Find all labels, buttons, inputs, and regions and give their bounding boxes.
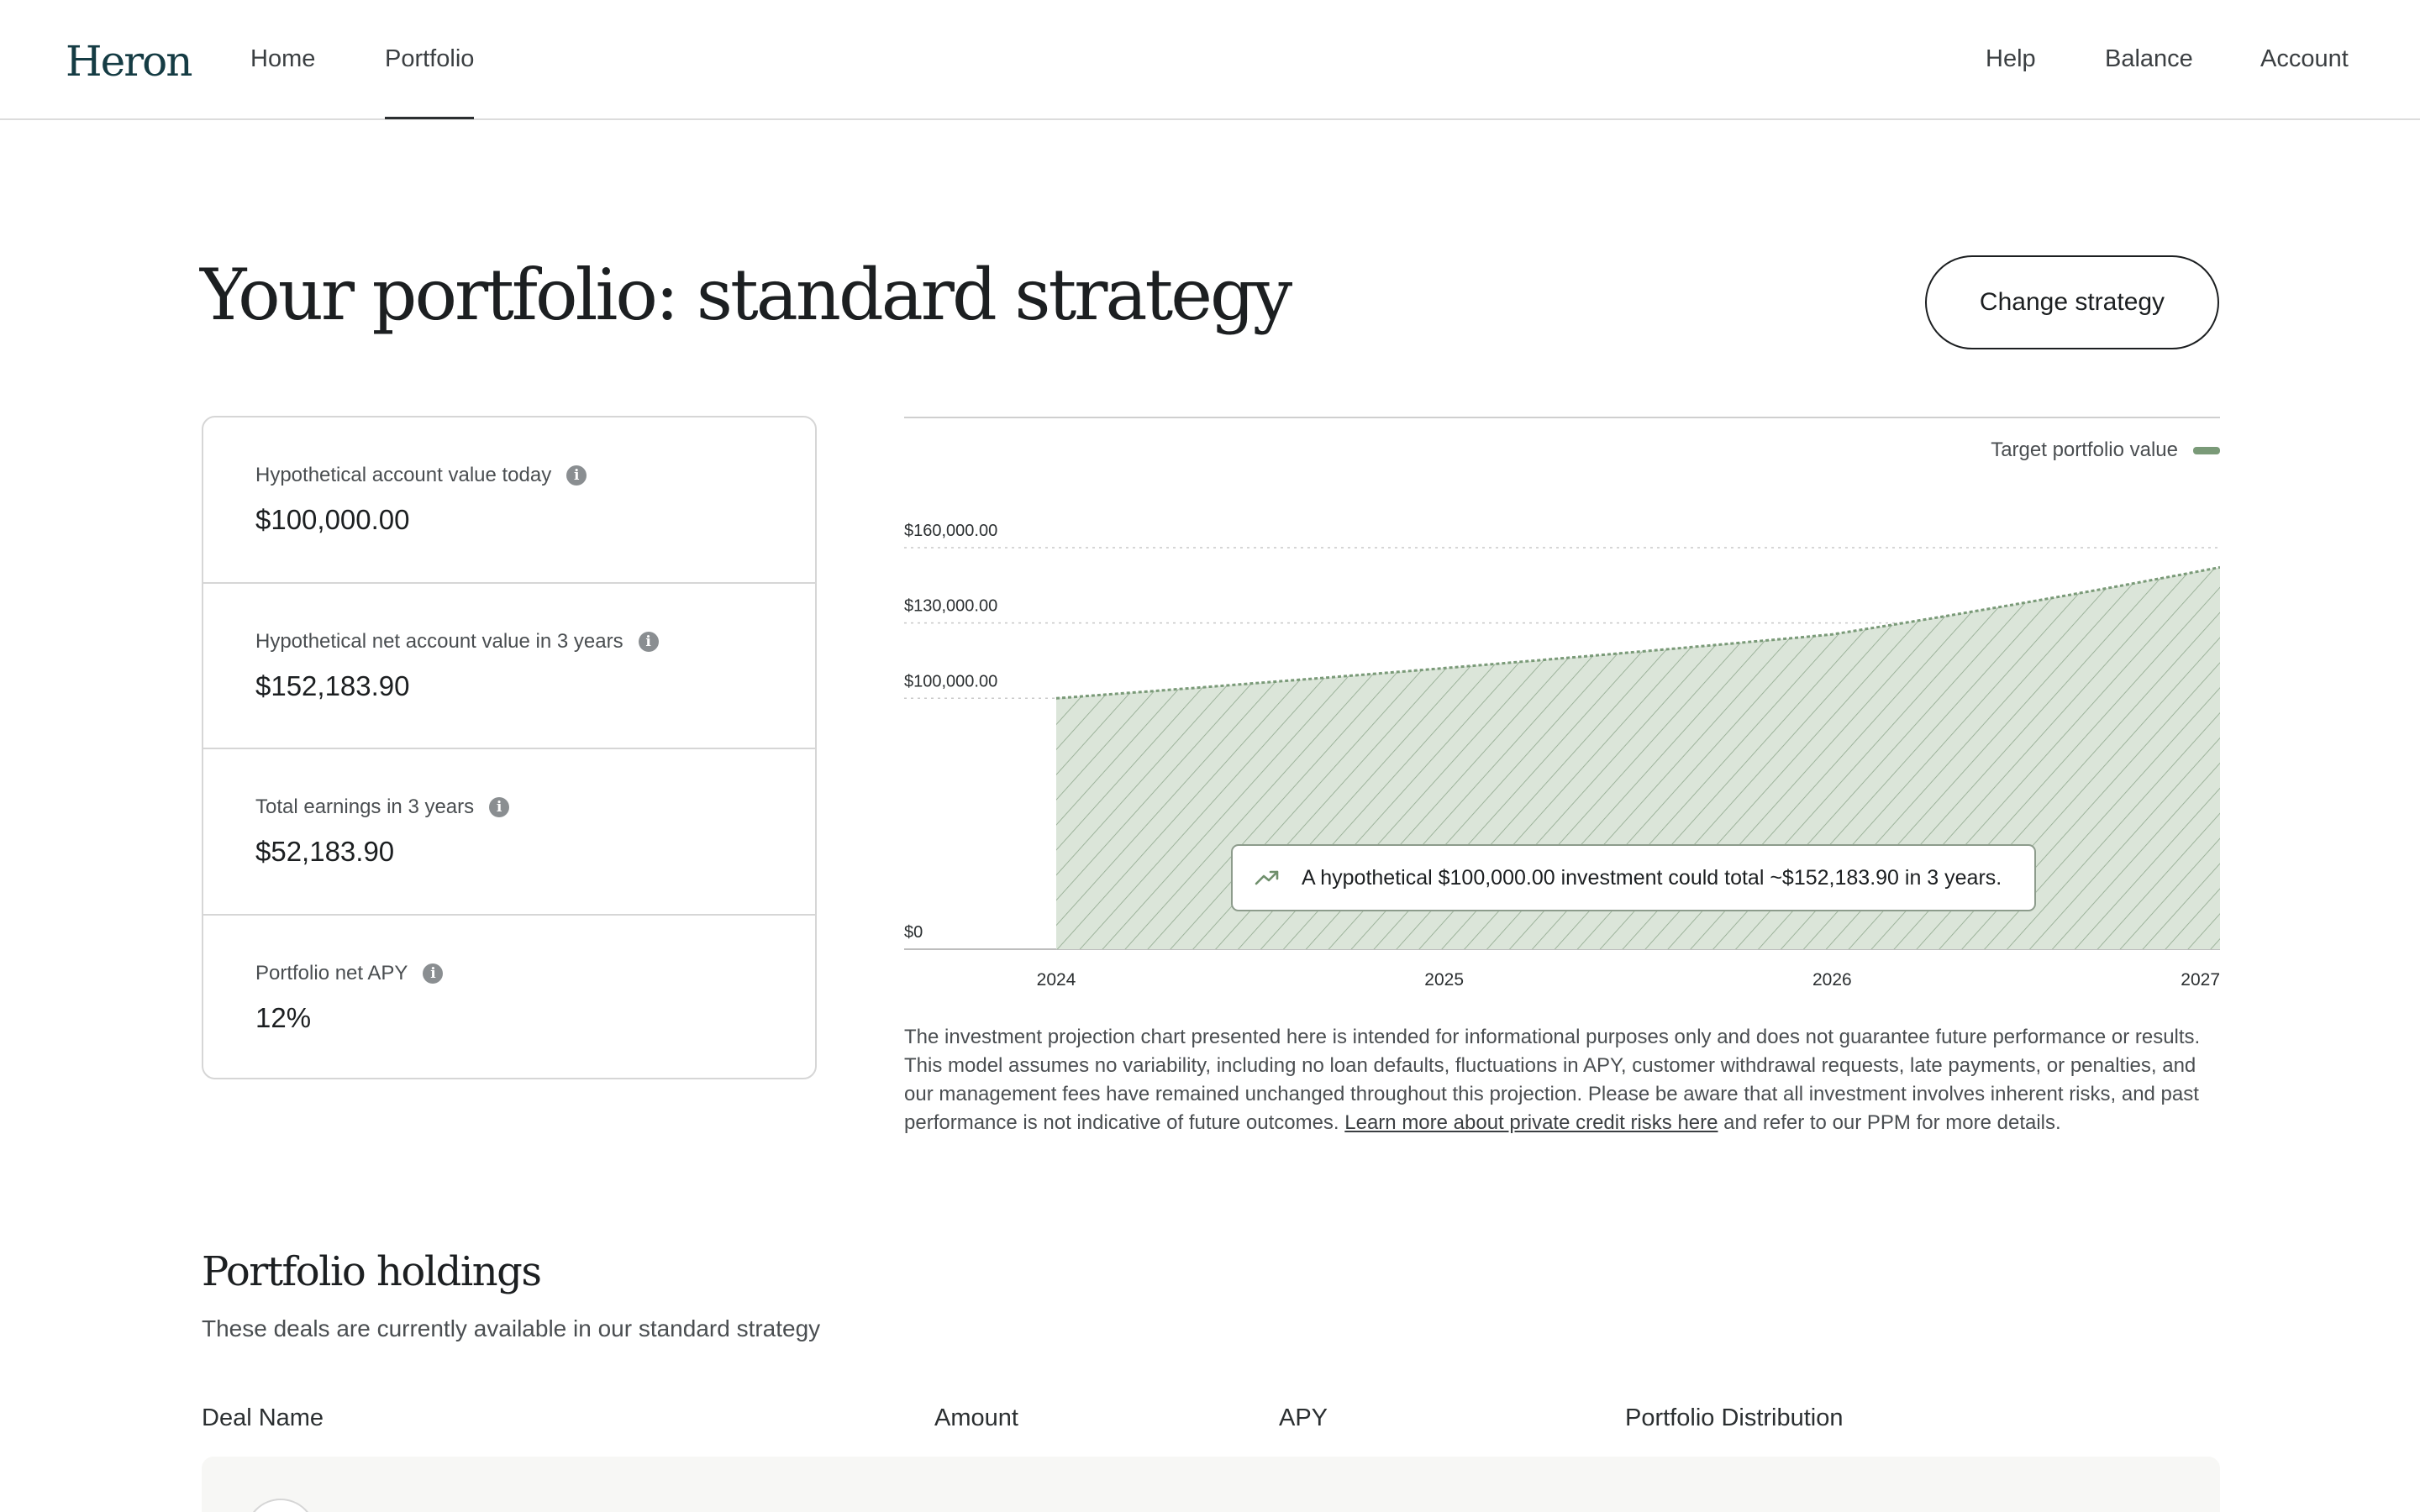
info-icon[interactable]: i [423, 963, 444, 984]
stat-value: $100,000.00 [255, 504, 410, 535]
column-header-deal-name[interactable]: Deal Name [202, 1404, 324, 1431]
projection-callout: A hypothetical $100,000.00 investment co… [1231, 844, 2036, 911]
nav-balance[interactable]: Balance [2105, 45, 2193, 72]
heron-logo[interactable]: Heron [66, 37, 192, 86]
stat-label: Portfolio net APY [255, 961, 408, 984]
x-tick-label: 2024 [1037, 970, 1076, 990]
holdings-subtitle: These deals are currently available in o… [202, 1315, 821, 1341]
x-tick-label: 2025 [1424, 970, 1464, 990]
top-nav: Heron Home Portfolio Help Balance Accoun… [0, 0, 2420, 120]
info-icon[interactable]: i [638, 631, 659, 652]
series-line [1055, 565, 2220, 700]
change-strategy-button[interactable]: Change strategy [1925, 255, 2219, 349]
column-header-amount[interactable]: Amount [934, 1404, 1018, 1431]
x-tick-label: 2027 [2181, 970, 2220, 990]
callout-text: A hypothetical $100,000.00 investment co… [1302, 865, 2002, 890]
chart-legend: Target portfolio value [1991, 438, 2220, 462]
legend-swatch [2193, 446, 2220, 454]
page-title: Your portfolio: standard strategy [200, 254, 1292, 336]
info-icon[interactable]: i [489, 797, 510, 817]
stat-value: 12% [255, 1001, 312, 1033]
stat-value: $152,183.90 [255, 669, 410, 701]
deal-logo [245, 1499, 316, 1512]
stat-net-value-3-years: Hypothetical net account value in 3 year… [203, 584, 815, 749]
stat-label: Hypothetical net account value in 3 year… [255, 629, 623, 653]
nav-home[interactable]: Home [250, 45, 316, 72]
nav-help[interactable]: Help [1986, 45, 2036, 72]
projection-chart-svg: $0 $100,000.00 $130,000.00 $160,000.00 2024… [904, 417, 2220, 990]
stat-value: $52,183.90 [255, 836, 395, 867]
stat-net-apy: Portfolio net APY i 12% [203, 916, 815, 1079]
column-header-apy[interactable]: APY [1279, 1404, 1328, 1431]
y-tick-label: $160,000.00 [904, 522, 997, 540]
stat-total-earnings: Total earnings in 3 years i $52,183.90 [203, 749, 815, 916]
column-header-portfolio-distribution[interactable]: Portfolio Distribution [1625, 1404, 1844, 1431]
disclaimer-suffix: and refer to our PPM for more details. [1718, 1111, 2061, 1134]
nav-account[interactable]: Account [2260, 45, 2349, 72]
legend-label: Target portfolio value [1991, 438, 2178, 461]
stat-label: Hypothetical account value today [255, 464, 552, 486]
nav-portfolio[interactable]: Portfolio [385, 45, 475, 119]
holdings-title: Portfolio holdings [202, 1248, 542, 1295]
portfolio-stats-card: Hypothetical account value today i $100,… [202, 416, 817, 1079]
y-tick-label: $130,000.00 [904, 597, 997, 616]
private-credit-risks-link[interactable]: Learn more about private credit risks he… [1344, 1111, 1718, 1134]
stat-account-value-today: Hypothetical account value today i $100,… [203, 417, 815, 584]
disclaimer: The investment projection chart presente… [904, 1023, 2223, 1137]
stat-label: Total earnings in 3 years [255, 795, 475, 818]
projection-chart: $0 $100,000.00 $130,000.00 $160,000.00 2024… [904, 416, 2220, 1004]
trending-up-icon [1255, 870, 1279, 885]
y-tick-label: $100,000.00 [904, 672, 997, 690]
table-row[interactable] [202, 1457, 2220, 1512]
x-tick-label: 2026 [1812, 970, 1852, 990]
disclaimer-text: The investment projection chart presente… [904, 1026, 2201, 1134]
y-tick-label: $0 [904, 923, 923, 942]
info-icon[interactable]: i [566, 465, 587, 486]
